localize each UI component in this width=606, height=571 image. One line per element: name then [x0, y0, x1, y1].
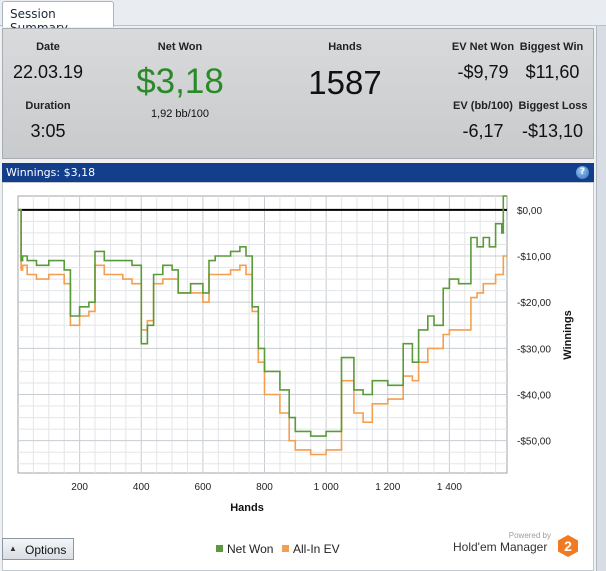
series-line-net-won	[18, 195, 507, 437]
y-axis-label: Winnings	[562, 310, 574, 359]
legend-all-in-ev-label: All-In EV	[293, 542, 340, 556]
date-label: Date	[36, 41, 60, 53]
brand-block: Powered by Hold'em Manager 2	[453, 529, 593, 559]
help-icon[interactable]: ?	[576, 166, 589, 179]
x-tick-label: 600	[195, 482, 212, 493]
winnings-header-bar: Winnings: $3,18 ?	[2, 163, 594, 182]
ev-net-won-value: -$9,79	[457, 62, 509, 82]
tab-strip: Session Summary	[0, 0, 606, 35]
legend-net-won-label: Net Won	[227, 542, 274, 556]
hands-value: 1587	[308, 64, 382, 101]
hm2-logo-icon: 2	[558, 535, 578, 557]
window-edge	[596, 26, 606, 571]
x-tick-label: 400	[133, 482, 150, 493]
hands-label: Hands	[328, 41, 362, 53]
brand-name: Hold'em Manager	[453, 540, 548, 554]
legend-swatch-net-won	[216, 545, 223, 552]
ev-net-won-label: EV Net Won	[451, 41, 515, 53]
net-won-label: Net Won	[157, 41, 203, 53]
x-tick-label: 800	[256, 482, 273, 493]
net-won-value: $3,18	[136, 62, 224, 101]
biggest-loss-label: Biggest Loss	[518, 100, 588, 112]
biggest-win-value: $11,60	[525, 62, 580, 82]
triangle-up-icon: ▲	[9, 544, 17, 553]
x-tick-label: 1 200	[375, 482, 400, 493]
options-button[interactable]: ▲ Options	[2, 538, 74, 560]
y-tick-label: $0,00	[517, 206, 542, 217]
ev-bb100-value: -6,17	[462, 121, 504, 141]
session-summary-panel: Date 22.03.19 Duration 3:05 Net Won $3,1…	[2, 28, 594, 159]
bb100-value: 1,92 bb/100	[150, 108, 210, 120]
y-tick-label: -$20,00	[517, 298, 551, 309]
winnings-chart: $0,00 -$10,00 -$20,00 -$30,00 -$40,00 -$50,00…	[17, 195, 574, 514]
date-value: 22.03.19	[12, 62, 84, 82]
y-tick-label: -$50,00	[517, 437, 551, 448]
plot-area	[17, 195, 508, 474]
x-axis-label: Hands	[230, 502, 264, 514]
y-tick-label: -$30,00	[517, 344, 551, 355]
tab-session-summary[interactable]: Session Summary	[2, 1, 114, 35]
legend-swatch-all-in-ev	[282, 545, 289, 552]
series-line-all-in-ev	[18, 209, 507, 456]
duration-label: Duration	[25, 100, 71, 112]
biggest-loss-value: -$13,10	[521, 121, 584, 141]
x-tick-label: 1 400	[437, 482, 462, 493]
powered-by-label: Powered by	[508, 531, 551, 540]
x-tick-label: 1 000	[314, 482, 339, 493]
ev-bb100-label: EV (bb/100)	[453, 100, 513, 112]
legend-all-in-ev: All-In EV	[282, 542, 340, 556]
y-tick-label: -$40,00	[517, 391, 551, 402]
legend-net-won: Net Won	[216, 542, 273, 556]
y-tick-label: -$10,00	[517, 252, 551, 263]
x-tick-label: 200	[71, 482, 88, 493]
winnings-chart-panel: $0,00 -$10,00 -$20,00 -$30,00 -$40,00 -$50,00…	[2, 182, 594, 571]
options-button-label: Options	[25, 543, 67, 557]
logo-badge: 2	[564, 538, 572, 554]
biggest-win-label: Biggest Win	[519, 41, 584, 53]
duration-value: 3:05	[30, 121, 66, 141]
winnings-title: Winnings: $3,18	[6, 166, 96, 179]
